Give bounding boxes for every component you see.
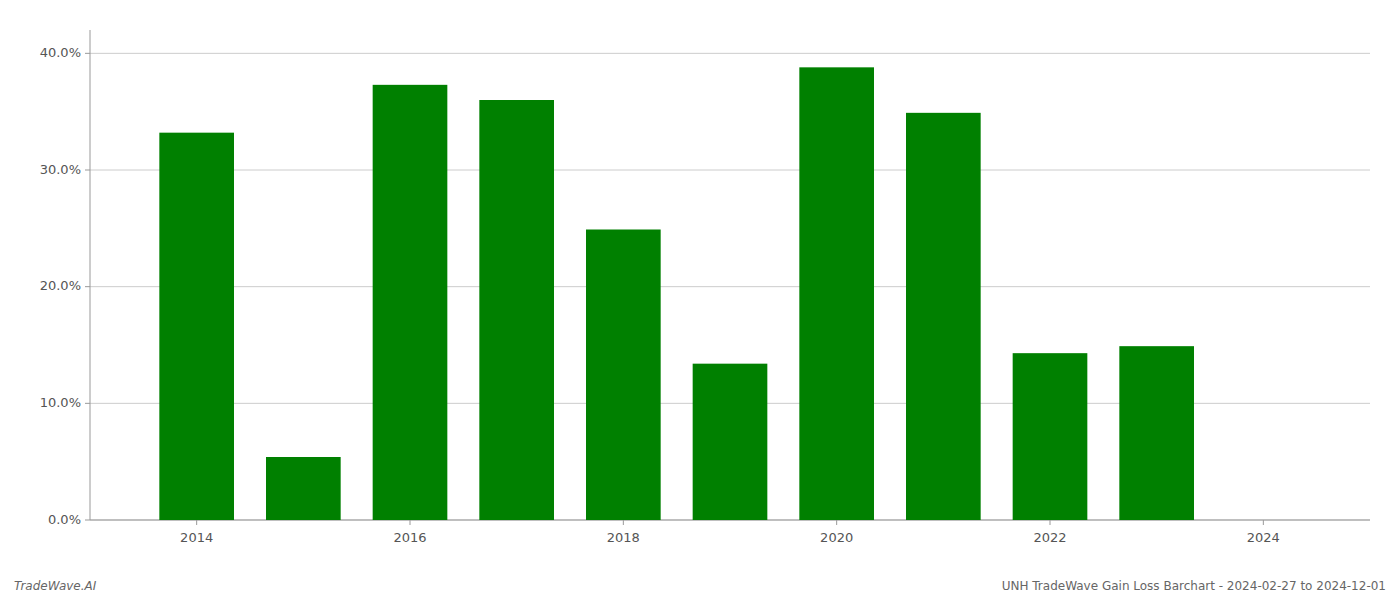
bar [1119,346,1194,520]
chart-svg: 0.0% 10.0% 20.0% 30.0% 40.0% 2014 2016 2018 2020… [0,0,1400,600]
y-tick-label: 20.0% [40,278,81,293]
bar [586,230,661,521]
footer-text: UNH TradeWave Gain Loss Barchart - 2024-… [1002,579,1386,593]
y-tick-label: 40.0% [40,45,81,60]
y-tick [85,170,90,171]
y-axis-line [90,30,91,520]
y-tick-label: 30.0% [40,162,81,177]
bar [479,100,554,520]
y-grid-line [90,53,1370,54]
y-grid-line [90,286,1370,287]
y-tick-label: 10.0% [40,395,81,410]
y-grid-line [90,170,1370,171]
y-tick-label: 0.0% [48,512,81,527]
x-tick-label: 2014 [180,530,213,545]
x-tick-label: 2018 [607,530,640,545]
bar [799,67,874,520]
axes: 0.0% 10.0% 20.0% 30.0% 40.0% 2014 2016 2018 2020… [40,30,1370,545]
x-tick [410,520,411,525]
x-tick [1050,520,1051,525]
bar [373,85,448,520]
x-tick-label: 2020 [820,530,853,545]
x-tick [836,520,837,525]
x-tick [623,520,624,525]
y-tick [85,286,90,287]
x-tick-label: 2016 [393,530,426,545]
y-tick [85,53,90,54]
x-tick-label: 2022 [1033,530,1066,545]
x-tick [1263,520,1264,525]
background [0,0,1400,600]
bar [693,364,768,520]
x-tick-label: 2024 [1247,530,1280,545]
y-tick [85,403,90,404]
bar [159,133,234,520]
footer-text: TradeWave.AI [14,579,97,593]
y-tick [85,520,90,521]
chart-container: 0.0% 10.0% 20.0% 30.0% 40.0% 2014 2016 2018 2020… [0,0,1400,600]
x-tick [196,520,197,525]
bar [266,457,341,520]
bars [159,67,1194,520]
grid [90,53,1370,520]
bar [906,113,981,520]
bar [1013,353,1088,520]
